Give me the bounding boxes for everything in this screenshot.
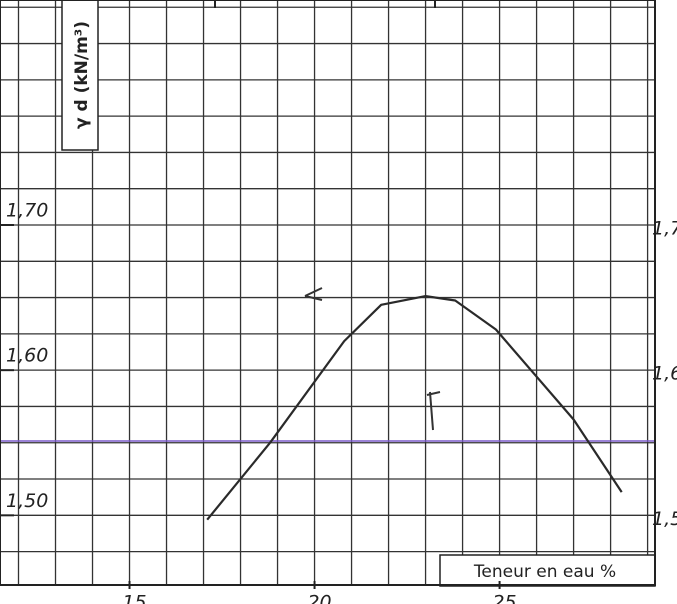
y-axis-label: γ d (kN/m³) <box>72 21 92 129</box>
x-axis-label: Teneur en eau % <box>473 562 616 582</box>
annotation-mark <box>426 391 441 431</box>
plot-frame <box>0 0 656 586</box>
y-tick-label: 1,70 <box>6 200 48 222</box>
y-tick-label: 1,60 <box>6 345 48 367</box>
y-tick-label-right: 1,50 <box>652 508 677 530</box>
x-tick-label: 15 <box>122 592 146 604</box>
y-tick-label: 1,50 <box>6 490 48 512</box>
y-tick-label-right: 1,60 <box>652 363 677 385</box>
x-tick-label: 20 <box>307 592 331 604</box>
data-line <box>206 295 623 521</box>
y-label-box <box>61 0 99 151</box>
graph-paper <box>0 0 655 585</box>
x-label-box <box>439 554 656 587</box>
annotation-mark <box>304 287 323 301</box>
x-tick-label: 25 <box>492 592 516 604</box>
y-tick-label-right: 1,70 <box>652 218 677 240</box>
